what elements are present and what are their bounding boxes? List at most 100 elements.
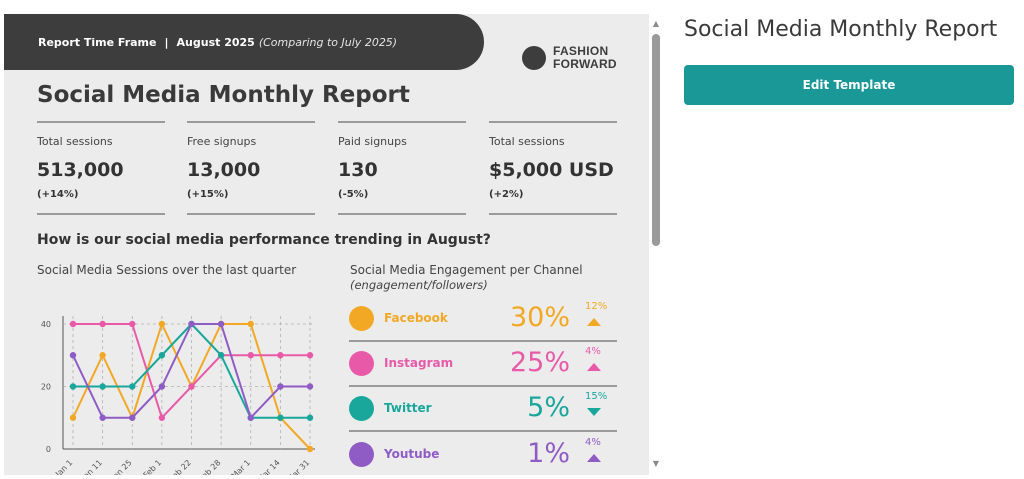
kpi-value: 130 (338, 159, 378, 181)
engagement-subtitle: (engagement/followers) (350, 278, 488, 292)
brand-name-line1: FASHION (553, 44, 609, 58)
data-point (69, 320, 77, 328)
data-point (188, 320, 195, 328)
data-point (247, 414, 254, 421)
channel-percent: 1% (527, 438, 570, 469)
sessions-chart-title: Social Media Sessions over the last quar… (37, 263, 297, 277)
channel-percent: 30% (509, 302, 570, 333)
channel-row-twitter: Twitter 5% 15% (349, 388, 617, 432)
channel-row-youtube: Youtube 1% 4% (349, 434, 617, 475)
facebook-icon (349, 306, 374, 331)
sessions-line-chart: 0 20 40 Jan 1 Jan 11 Jan 25 Feb 1 Feb 22 Feb 28 M… (41, 316, 315, 475)
x-tick-label: Jan 11 (79, 458, 104, 475)
x-tick-label: Mar 1 (230, 458, 252, 475)
kpi-label: Paid signups (338, 135, 407, 148)
channel-change: 15% (585, 391, 608, 402)
data-point (69, 383, 77, 390)
x-tick-label: Feb 1 (142, 458, 164, 475)
scroll-down-arrow-icon[interactable]: ▼ (652, 459, 660, 468)
kpi-label: Total sessions (489, 135, 565, 148)
data-point (277, 352, 284, 359)
data-point (306, 383, 314, 390)
channel-change: 12% (585, 301, 608, 312)
data-point (158, 352, 166, 359)
twitter-icon (349, 396, 374, 421)
data-point (277, 383, 284, 390)
data-point (306, 352, 314, 359)
instagram-icon (349, 351, 374, 376)
report-title: Social Media Monthly Report (37, 82, 410, 108)
x-tick-label: Jan 1 (53, 458, 74, 475)
row-divider (349, 340, 617, 342)
x-tick-label: Feb 22 (168, 458, 193, 475)
data-point (306, 445, 314, 453)
kpi-change: (+14%) (37, 189, 79, 200)
y-tick-label: 40 (41, 320, 51, 329)
brand-name-line2: FORWARD (553, 57, 617, 71)
trend-arrow-icon (587, 318, 601, 326)
x-tick-label: Mar 31 (285, 458, 311, 475)
data-point (129, 383, 136, 390)
data-point (129, 414, 136, 421)
data-point (247, 352, 254, 359)
data-point (129, 320, 136, 328)
channel-change: 4% (585, 437, 601, 448)
report-preview: Report Time Frame | August 2025 (Compari… (4, 14, 649, 475)
kpi-change: (+2%) (489, 189, 524, 200)
trend-arrow-icon (587, 454, 601, 462)
x-tick-label: Feb 28 (197, 458, 222, 475)
timeframe-comparison: (Comparing to July 2025) (258, 35, 398, 49)
template-title: Social Media Monthly Report (684, 17, 998, 42)
timeframe-period: August 2025 (176, 35, 255, 49)
channel-name: Facebook (384, 311, 448, 325)
channel-name: Twitter (384, 401, 432, 415)
data-point (158, 414, 166, 421)
kpi-value: $5,000 USD (489, 159, 614, 181)
data-point (69, 352, 77, 359)
data-point (99, 320, 106, 328)
kpi-card: Total sessions $5,000 USD (+2%) (489, 121, 617, 215)
row-divider (349, 385, 617, 387)
kpi-label: Total sessions (37, 135, 113, 148)
kpi-value: 513,000 (37, 159, 124, 181)
data-point (99, 414, 106, 421)
report-header-bar: Report Time Frame | August 2025 (Compari… (4, 14, 484, 70)
kpi-card: Paid signups 130 (-5%) (338, 121, 466, 215)
data-point (306, 414, 314, 421)
edit-template-button[interactable]: Edit Template (684, 65, 1014, 105)
data-point (99, 352, 106, 359)
engagement-title: Social Media Engagement per Channel (350, 263, 583, 277)
kpi-change: (-5%) (338, 189, 369, 200)
kpi-card: Total sessions 513,000 (+14%) (37, 121, 165, 215)
channel-percent: 5% (527, 392, 570, 423)
data-point (217, 352, 225, 359)
x-tick-label: Mar 14 (256, 458, 282, 475)
channel-percent: 25% (509, 347, 570, 378)
channel-name: Youtube (384, 447, 440, 461)
data-point (99, 383, 106, 390)
kpi-change: (+15%) (187, 189, 229, 200)
kpi-card: Free signups 13,000 (+15%) (187, 121, 315, 215)
trend-arrow-icon (587, 408, 601, 416)
data-point (158, 320, 166, 328)
trend-question: How is our social media performance tren… (37, 232, 491, 248)
data-point (217, 320, 225, 328)
channel-name: Instagram (384, 356, 454, 370)
y-tick-label: 20 (41, 383, 51, 392)
kpi-label: Free signups (187, 135, 257, 148)
data-point (277, 414, 284, 421)
data-point (188, 383, 195, 390)
kpi-value: 13,000 (187, 159, 261, 181)
trend-arrow-icon (587, 363, 601, 371)
brand-logo: FASHION FORWARD (522, 45, 617, 71)
scroll-up-arrow-icon[interactable]: ▲ (652, 19, 660, 28)
x-tick-label: Jan 25 (109, 458, 134, 475)
timeframe-label: Report Time Frame (38, 35, 157, 49)
channel-row-facebook: Facebook 30% 12% (349, 298, 617, 342)
data-point (69, 414, 77, 421)
preview-scrollbar[interactable] (652, 34, 660, 246)
channel-row-instagram: Instagram 25% 4% (349, 343, 617, 387)
y-tick-label: 0 (46, 445, 51, 454)
data-point (158, 383, 166, 390)
row-divider (349, 430, 617, 432)
